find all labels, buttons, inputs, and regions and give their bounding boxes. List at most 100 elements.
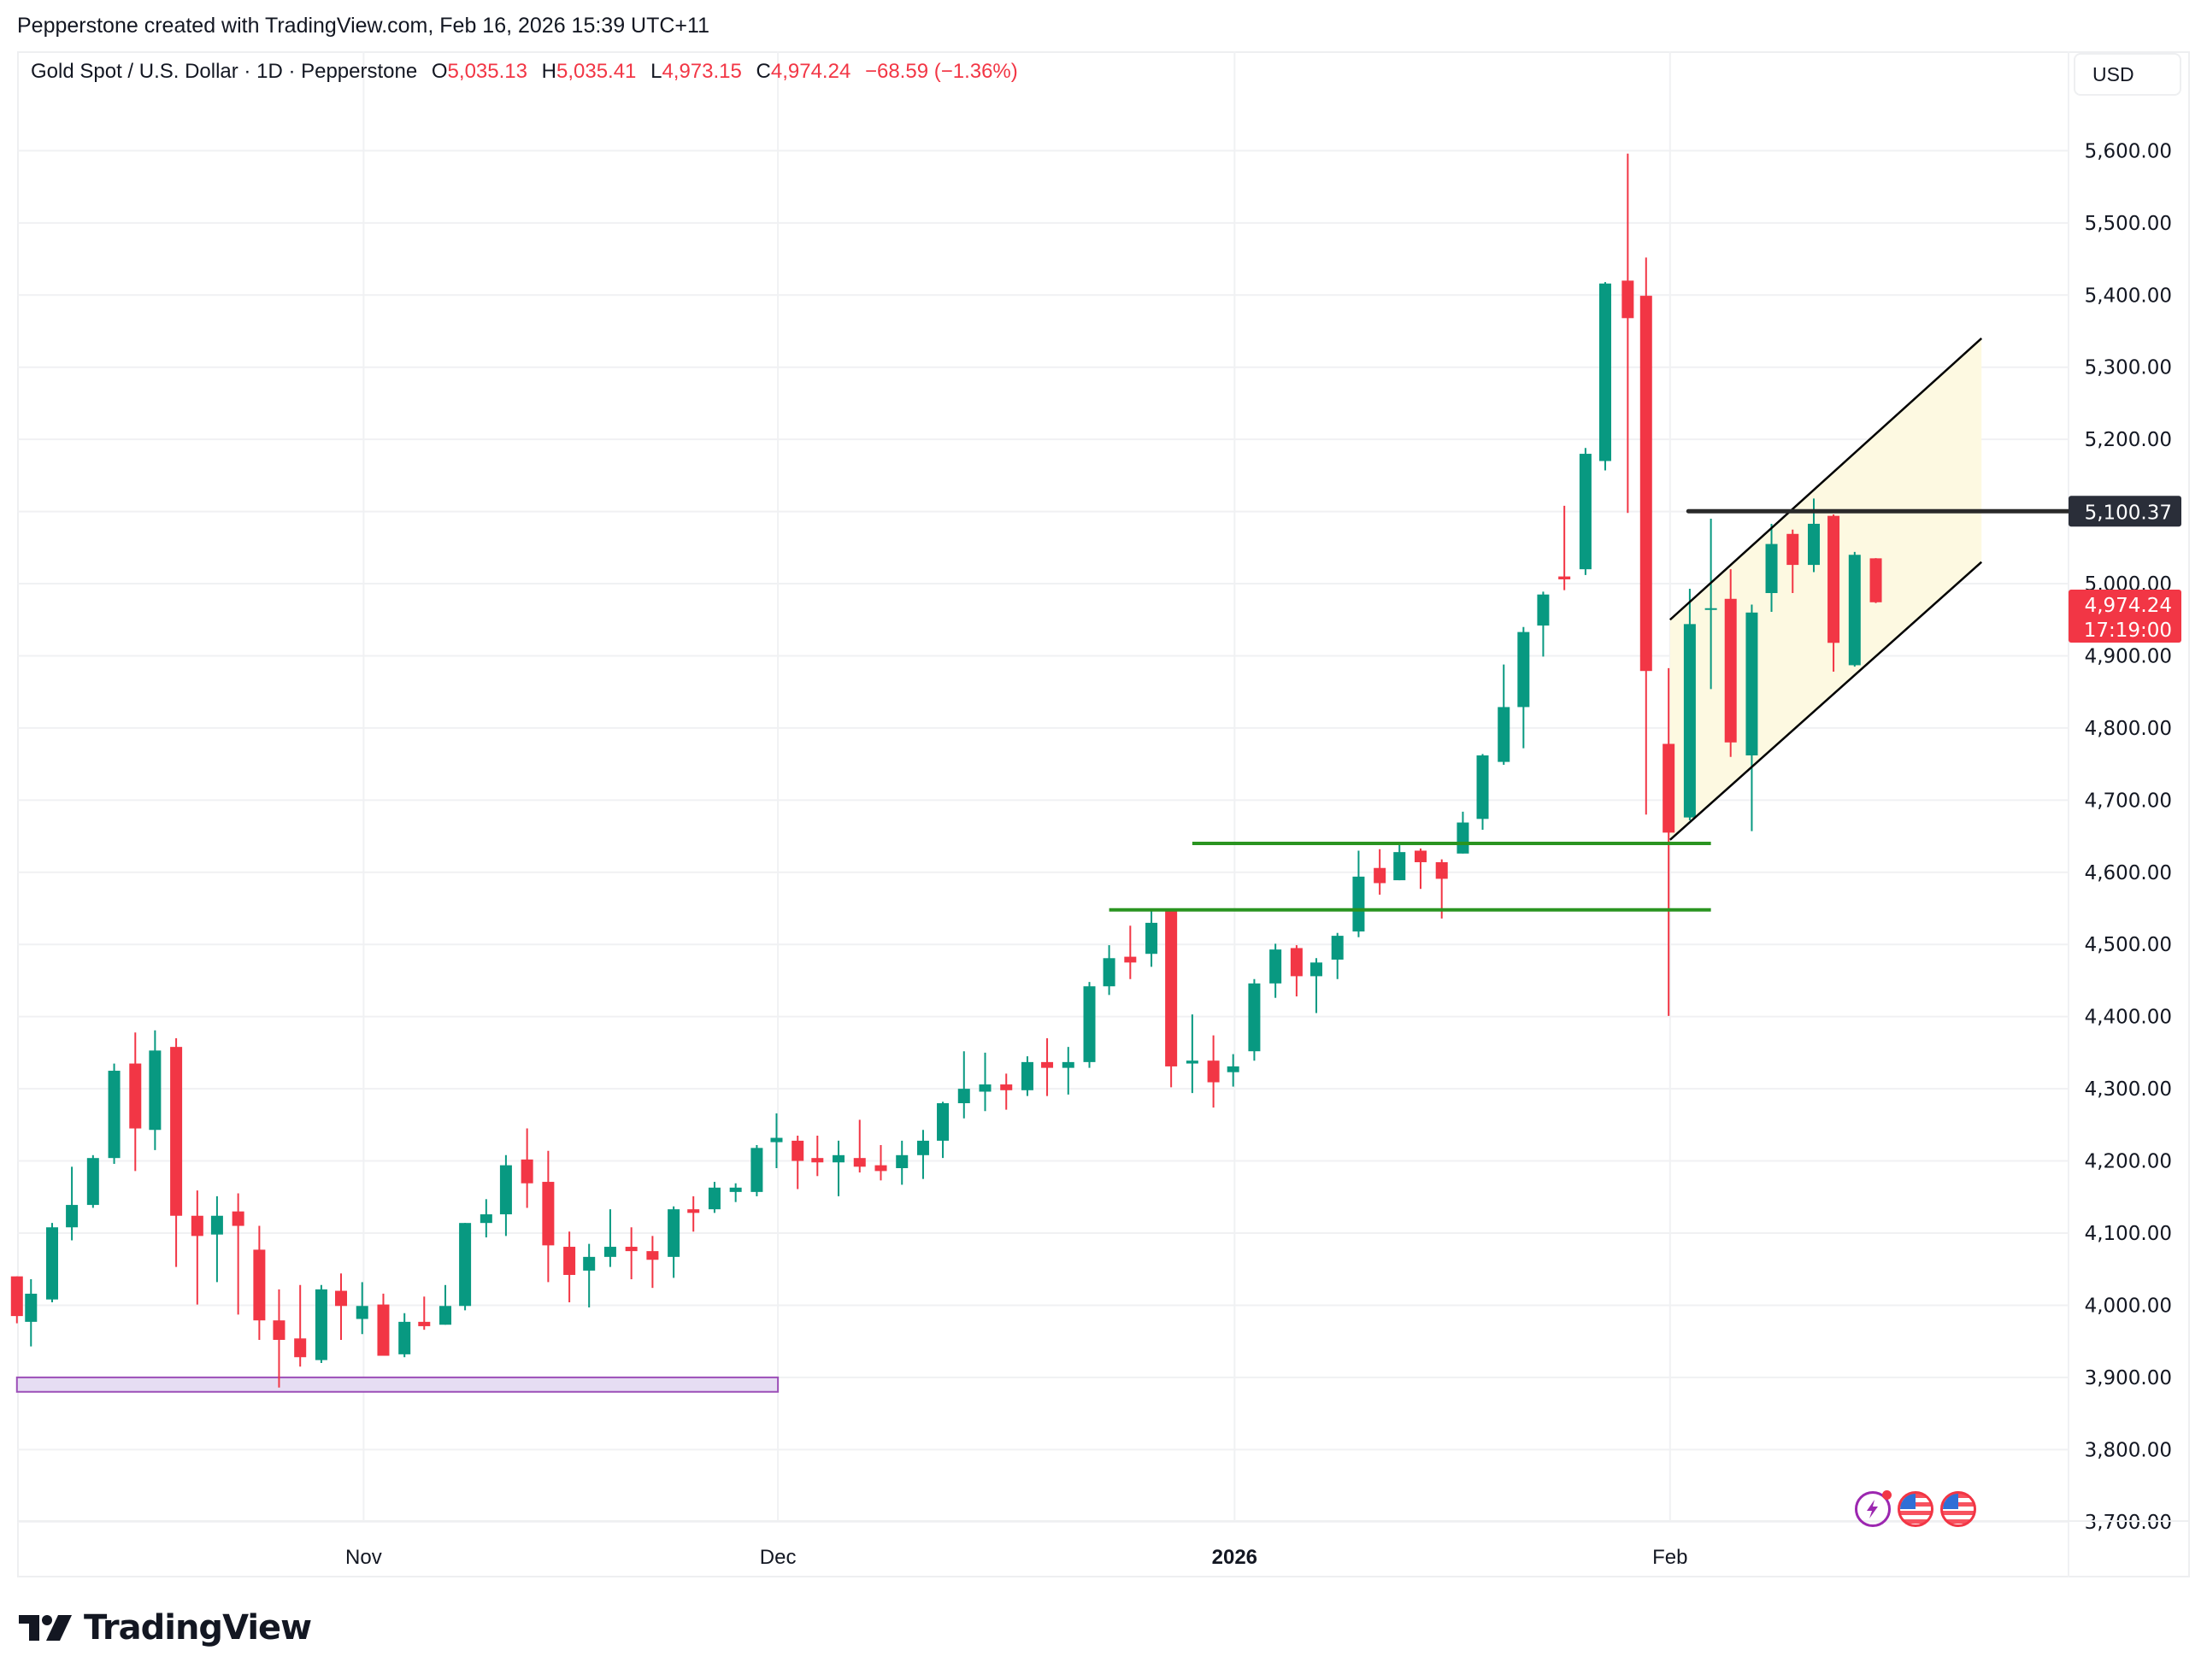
candle[interactable] bbox=[1537, 591, 1550, 657]
candle[interactable] bbox=[853, 1119, 866, 1173]
candle[interactable] bbox=[874, 1144, 887, 1181]
candle[interactable] bbox=[583, 1243, 596, 1307]
candle[interactable] bbox=[1374, 849, 1386, 895]
candle[interactable] bbox=[356, 1282, 368, 1335]
candle[interactable] bbox=[377, 1293, 390, 1356]
candle[interactable] bbox=[1724, 569, 1737, 757]
candle[interactable] bbox=[1145, 909, 1158, 967]
candle[interactable] bbox=[1021, 1056, 1033, 1096]
candle[interactable] bbox=[499, 1154, 512, 1237]
candle[interactable] bbox=[1786, 529, 1799, 594]
candle[interactable] bbox=[25, 1279, 38, 1347]
candle[interactable] bbox=[729, 1183, 742, 1202]
candle[interactable] bbox=[149, 1030, 162, 1150]
candle[interactable] bbox=[603, 1209, 616, 1267]
candle[interactable] bbox=[937, 1101, 950, 1159]
candle[interactable] bbox=[1309, 958, 1322, 1013]
candle[interactable] bbox=[1621, 153, 1634, 514]
price-axis-label: 4,600.00 bbox=[2085, 862, 2172, 884]
candle[interactable] bbox=[1827, 514, 1840, 673]
candle[interactable] bbox=[439, 1284, 452, 1325]
candle[interactable] bbox=[1476, 754, 1489, 830]
candle[interactable] bbox=[315, 1284, 327, 1363]
candle[interactable] bbox=[750, 1144, 763, 1196]
candle[interactable] bbox=[129, 1032, 142, 1172]
candle[interactable] bbox=[398, 1313, 411, 1358]
candle[interactable] bbox=[253, 1225, 266, 1340]
candle[interactable] bbox=[1290, 945, 1303, 997]
candle[interactable] bbox=[459, 1223, 472, 1311]
candle[interactable] bbox=[811, 1136, 824, 1177]
candle[interactable] bbox=[1598, 282, 1611, 471]
candle[interactable] bbox=[1765, 523, 1778, 612]
candle[interactable] bbox=[1186, 1014, 1198, 1094]
candle[interactable] bbox=[1848, 551, 1861, 667]
tradingview-logo[interactable]: TradingView bbox=[19, 1608, 312, 1648]
candle[interactable] bbox=[1165, 909, 1178, 1088]
candle[interactable] bbox=[108, 1063, 121, 1164]
candle[interactable] bbox=[646, 1236, 659, 1289]
candle[interactable] bbox=[1457, 811, 1469, 854]
candle[interactable] bbox=[1124, 925, 1137, 979]
candle[interactable] bbox=[46, 1223, 59, 1303]
demand-zone-box[interactable] bbox=[15, 1376, 780, 1393]
candle[interactable] bbox=[1745, 604, 1758, 831]
candle[interactable] bbox=[1041, 1038, 1054, 1096]
candle[interactable] bbox=[542, 1150, 555, 1283]
candle[interactable] bbox=[770, 1113, 783, 1169]
candle[interactable] bbox=[1227, 1054, 1239, 1087]
candle[interactable] bbox=[1639, 257, 1652, 815]
candle[interactable] bbox=[521, 1128, 533, 1208]
currency-button[interactable]: USD bbox=[2074, 53, 2181, 96]
candle[interactable] bbox=[1558, 505, 1571, 590]
candle[interactable] bbox=[335, 1273, 348, 1340]
candle[interactable] bbox=[191, 1190, 203, 1305]
candle[interactable] bbox=[66, 1166, 79, 1241]
lightning-event-icon[interactable] bbox=[1855, 1490, 1892, 1527]
candle[interactable] bbox=[1869, 558, 1882, 603]
candle[interactable] bbox=[708, 1182, 721, 1213]
candle[interactable] bbox=[1393, 843, 1406, 881]
candle[interactable] bbox=[625, 1227, 638, 1280]
channel-upper-line[interactable] bbox=[1668, 338, 1983, 621]
candle[interactable] bbox=[1414, 848, 1427, 890]
candle[interactable] bbox=[896, 1140, 909, 1185]
candle[interactable] bbox=[1704, 519, 1717, 690]
candle[interactable] bbox=[294, 1284, 307, 1367]
candle[interactable] bbox=[1683, 588, 1696, 821]
symbol-title[interactable]: Gold Spot / U.S. Dollar · 1D · Peppersto… bbox=[31, 60, 418, 83]
candle[interactable] bbox=[480, 1199, 492, 1238]
candle[interactable] bbox=[957, 1051, 970, 1119]
candle[interactable] bbox=[232, 1193, 244, 1315]
candle[interactable] bbox=[1331, 932, 1344, 979]
candle[interactable] bbox=[916, 1130, 929, 1179]
candle[interactable] bbox=[1062, 1047, 1074, 1095]
candle[interactable] bbox=[1579, 448, 1592, 575]
candle[interactable] bbox=[668, 1206, 680, 1278]
candle[interactable] bbox=[687, 1195, 700, 1232]
candle[interactable] bbox=[792, 1136, 804, 1190]
candle[interactable] bbox=[1103, 945, 1115, 996]
us-flag-event-icon[interactable] bbox=[1940, 1491, 1976, 1527]
candle[interactable] bbox=[10, 1276, 23, 1324]
candle[interactable] bbox=[1207, 1035, 1220, 1108]
candle[interactable] bbox=[979, 1052, 992, 1112]
candle[interactable] bbox=[1498, 664, 1510, 765]
candle[interactable] bbox=[833, 1140, 845, 1196]
candle[interactable] bbox=[210, 1195, 223, 1283]
time-axis-label: Dec bbox=[760, 1546, 797, 1569]
candle[interactable] bbox=[86, 1154, 99, 1208]
candle[interactable] bbox=[170, 1038, 183, 1267]
candle[interactable] bbox=[273, 1289, 285, 1388]
candle[interactable] bbox=[563, 1231, 576, 1303]
candle[interactable] bbox=[1352, 850, 1365, 937]
candle[interactable] bbox=[1000, 1073, 1013, 1110]
channel-lower-line[interactable] bbox=[1668, 561, 1983, 841]
candle[interactable] bbox=[1269, 943, 1282, 998]
candle[interactable] bbox=[1517, 626, 1530, 749]
candle[interactable] bbox=[1083, 982, 1096, 1068]
us-flag-event-icon[interactable] bbox=[1898, 1491, 1933, 1527]
candle[interactable] bbox=[418, 1296, 431, 1330]
candle[interactable] bbox=[1248, 978, 1261, 1061]
